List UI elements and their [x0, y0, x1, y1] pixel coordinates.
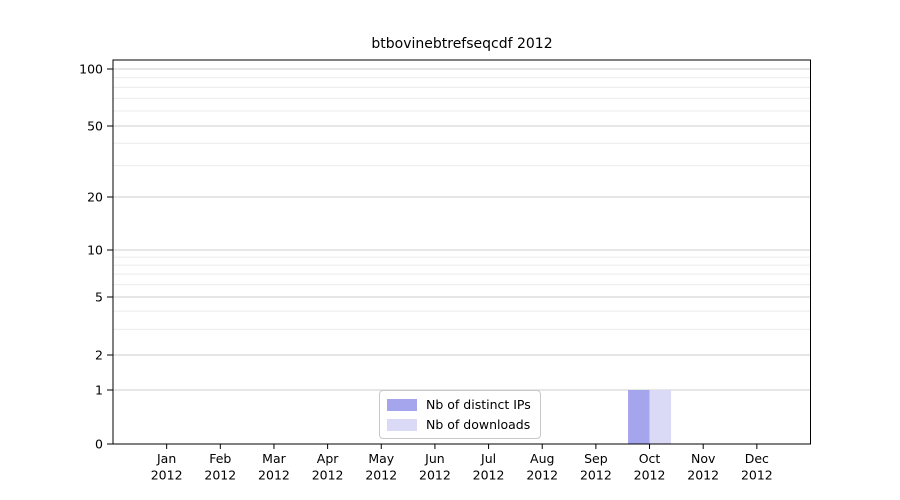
y-tick-label: 20 [87, 190, 103, 205]
axes-spines [112, 59, 811, 445]
legend-item-distinct-ips: Nb of distinct IPs [387, 396, 531, 413]
legend-item-downloads: Nb of downloads [387, 416, 531, 433]
x-tick-label: May 2012 [365, 451, 397, 483]
x-tick-label: Jan 2012 [151, 451, 183, 483]
legend-label-distinct-ips: Nb of distinct IPs [426, 397, 531, 412]
x-tick-label: Jul 2012 [473, 451, 505, 483]
x-tick-label: Sep 2012 [580, 451, 612, 483]
chart-title: btbovinebtrefseqcdf 2012 [371, 36, 553, 52]
bar-nb-of-distinct-ips-oct [628, 390, 650, 444]
y-tick-label: 100 [79, 62, 103, 77]
legend-label-downloads: Nb of downloads [426, 417, 531, 432]
legend-swatch-downloads [387, 418, 417, 431]
x-tick-label: Aug 2012 [526, 451, 558, 483]
y-tick-label: 10 [87, 243, 103, 258]
legend: Nb of distinct IPs Nb of downloads [379, 390, 541, 439]
bar-nb-of-downloads-oct [649, 390, 672, 444]
x-tick-label: Apr 2012 [312, 451, 344, 483]
x-tick-label: Mar 2012 [258, 451, 290, 483]
x-tick-label: Dec 2012 [741, 451, 773, 483]
x-tick-label: Nov 2012 [687, 451, 719, 483]
y-tick-label: 2 [95, 348, 103, 363]
x-tick-label: Oct 2012 [634, 451, 666, 483]
x-tick-label: Jun 2012 [419, 451, 451, 483]
y-tick-label: 5 [95, 290, 103, 305]
y-tick-label: 1 [95, 383, 103, 398]
legend-swatch-distinct-ips [387, 398, 417, 411]
y-tick-label: 50 [87, 119, 103, 134]
x-tick-label: Feb 2012 [204, 451, 236, 483]
y-tick-label: 0 [95, 437, 103, 452]
